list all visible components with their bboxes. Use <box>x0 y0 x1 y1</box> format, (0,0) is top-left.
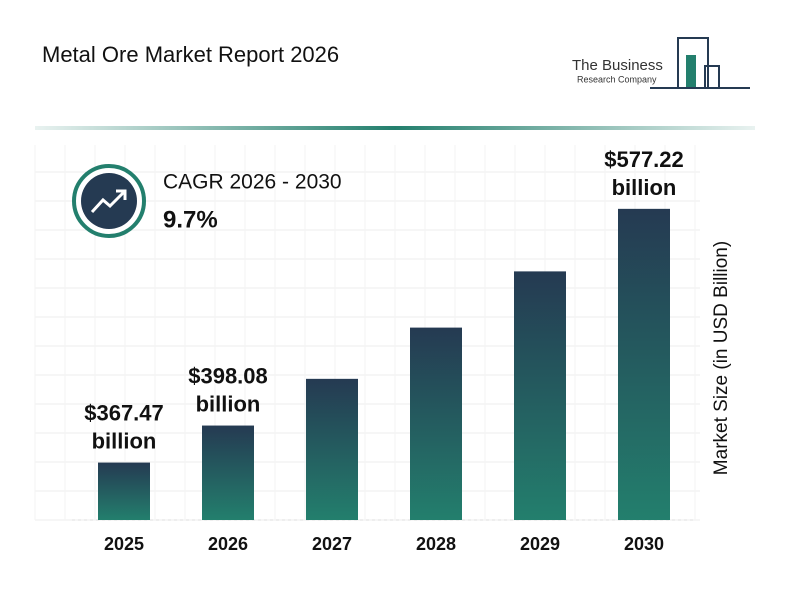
x-tick-label: 2029 <box>520 534 560 554</box>
value-label: $367.47 billion <box>84 400 164 453</box>
cagr-label: CAGR 2026 - 2030 <box>163 171 342 194</box>
x-tick-label: 2026 <box>208 534 248 554</box>
brand: The Business <box>572 57 663 74</box>
x-tick-label: 2025 <box>104 534 144 554</box>
bar <box>306 378 358 520</box>
value-label: $398.08 billion <box>188 363 268 416</box>
x-tick-label: 2027 <box>312 534 352 554</box>
cagr-badge: CAGR 2026 - 2030 9.7% <box>72 164 342 238</box>
bar <box>410 327 462 520</box>
y-axis-label: Market Size (in USD Billion) <box>711 241 732 475</box>
bar <box>202 425 254 520</box>
bar <box>618 208 670 520</box>
brand-sub: Research Company <box>577 74 657 84</box>
bar <box>514 271 566 520</box>
logo: The Business Research Company <box>572 37 750 89</box>
x-tick-label: 2030 <box>624 534 664 554</box>
bar <box>98 462 150 520</box>
value-label: $577.22 billion <box>604 147 684 200</box>
chart-title: Metal Ore Market Report 2026 <box>42 42 339 67</box>
divider <box>35 126 755 130</box>
x-tick-label: 2028 <box>416 534 456 554</box>
cagr-value: 9.7% <box>163 206 218 233</box>
